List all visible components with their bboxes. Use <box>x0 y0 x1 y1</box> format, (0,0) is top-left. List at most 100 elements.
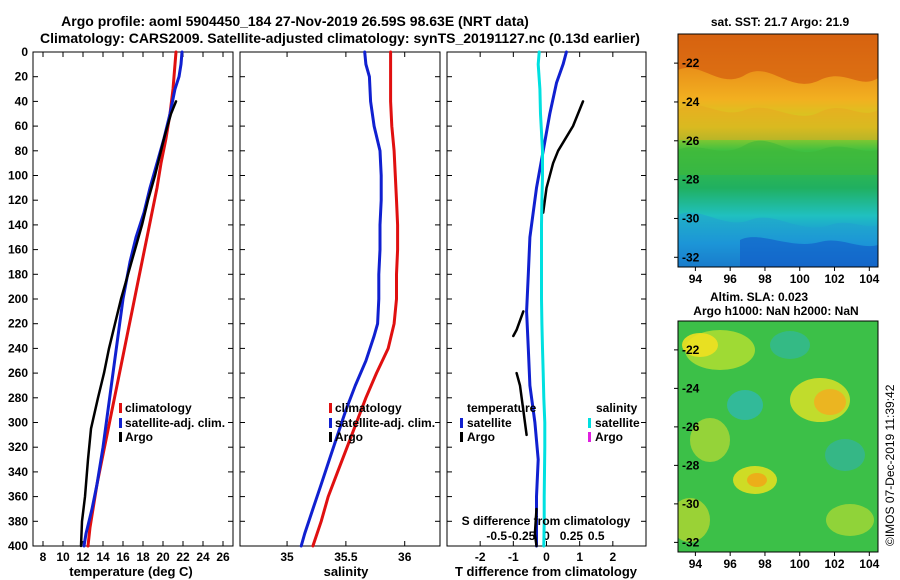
depth-tick-label: 100 <box>8 169 28 183</box>
depth-tick-label: 260 <box>8 366 28 380</box>
depth-tick-label: 360 <box>8 490 28 504</box>
legend-label-satellite: satellite-adj. clim. <box>335 416 435 430</box>
legend-label-climatology: climatology <box>335 401 402 415</box>
series-line-t-argo-segment-1- <box>541 100 585 214</box>
sla-map-subtitle: Argo h1000: NaN h2000: NaN <box>693 304 858 318</box>
watermark: ©IMOS 07-Dec-2019 11:39:42 <box>883 384 897 546</box>
x-tick-label: 12 <box>76 550 90 564</box>
map-y-tick-label: -24 <box>682 95 700 109</box>
map-y-tick-label: -26 <box>682 134 700 148</box>
depth-tick-label: 20 <box>15 70 29 84</box>
x-tick-label: 1 <box>576 550 583 564</box>
depth-tick-label: 240 <box>8 341 28 355</box>
legend-swatch-climatology <box>119 403 122 413</box>
salinity-legend: climatology satellite-adj. clim. Argo <box>329 401 435 444</box>
legend-title-temperature: temperature <box>467 401 537 415</box>
depth-tick-label: 280 <box>8 391 28 405</box>
x-tick-label: 35.5 <box>334 550 358 564</box>
depth-tick-label: 220 <box>8 317 28 331</box>
x-tick-label: 10 <box>56 550 70 564</box>
map-y-tick-label: -26 <box>682 420 700 434</box>
legend-title-salinity: salinity <box>596 401 638 415</box>
map-x-tick-label: 94 <box>689 272 703 286</box>
salinity-diff-tick-label: -0.25 <box>508 529 536 543</box>
map-x-tick-label: 98 <box>758 272 772 286</box>
legend-label-satellite: satellite-adj. clim. <box>125 416 225 430</box>
map-y-tick-label: -28 <box>682 458 700 472</box>
difference-toplabel: S difference from climatology <box>462 514 631 528</box>
x-axis-labels: 8 10 12 14 16 18 20 22 24 26 35 35.5 36 -2 -1 0 1 2-0.5 -0… <box>40 529 617 564</box>
legend-swatch-climatology <box>329 403 332 413</box>
legend-swatch-satellite <box>119 418 122 428</box>
sst-map <box>678 34 878 267</box>
x-tick-label: 24 <box>196 550 210 564</box>
x-tick-label: 8 <box>40 550 47 564</box>
map-x-tick-label: 100 <box>790 272 810 286</box>
series-line-t-argo-segment-3- <box>515 371 528 437</box>
x-tick-label: 35 <box>280 550 294 564</box>
x-tick-label: 14 <box>96 550 110 564</box>
depth-tick-label: 120 <box>8 193 28 207</box>
series-line-satellite-adj-clim- <box>299 50 383 548</box>
series-line-t-satellite <box>525 50 568 548</box>
x-tick-label: 36 <box>398 550 412 564</box>
legend-swatch-argo <box>329 432 332 442</box>
map-y-tick-label: -32 <box>682 535 700 549</box>
map-x-tick-label: 98 <box>758 557 772 571</box>
title-line1: Argo profile: aoml 5904450_184 27-Nov-20… <box>61 13 529 29</box>
depth-tick-label: 300 <box>8 416 28 430</box>
map-x-tick-label: 100 <box>790 557 810 571</box>
x-tick-label: -2 <box>475 550 486 564</box>
x-tick-label: 18 <box>136 550 150 564</box>
series-line-s-satellite <box>536 50 547 548</box>
legend-swatch-t-argo <box>460 432 463 442</box>
difference-xlabel: T difference from climatology <box>455 564 638 579</box>
series-line-t-argo-segment-4- <box>533 507 538 548</box>
depth-tick-label: 200 <box>8 292 28 306</box>
series-line-t-argo-segment-2- <box>512 310 525 338</box>
temperature-legend: climatology satellite-adj. clim. Argo <box>119 401 225 444</box>
map-y-tick-label: -22 <box>682 343 700 357</box>
axis-ticks <box>33 51 646 547</box>
sla-map-axes: 94 96 98 100 102 104 -22 -24 -26 -28 -30 -32 <box>674 343 880 571</box>
depth-tick-label: 160 <box>8 243 28 257</box>
salinity-diff-tick-label: 0.5 <box>588 529 605 543</box>
depth-tick-label: 180 <box>8 267 28 281</box>
depth-tick-label: 60 <box>15 119 29 133</box>
depth-tick-label: 320 <box>8 440 28 454</box>
map-y-tick-label: -24 <box>682 381 700 395</box>
sst-map-axes: 94 96 98 100 102 104 -22 -24 -26 -28 -30 -32 <box>674 56 880 286</box>
legend-swatch-t-satellite <box>460 418 463 428</box>
depth-tick-label: 40 <box>15 94 29 108</box>
temperature-xlabel: temperature (deg C) <box>69 564 193 579</box>
x-tick-label: 0 <box>543 550 550 564</box>
map-x-tick-label: 102 <box>825 272 845 286</box>
x-tick-label: 26 <box>216 550 230 564</box>
series-line-satellite-adj-clim- <box>82 50 184 548</box>
depth-tick-label: 140 <box>8 218 28 232</box>
sla-map-title: Altim. SLA: 0.023 <box>710 290 808 304</box>
x-tick-label: 2 <box>609 550 616 564</box>
map-y-tick-label: -28 <box>682 173 700 187</box>
title-line2: Climatology: CARS2009. Satellite-adjuste… <box>40 30 640 46</box>
salinity-diff-tick-label: 0 <box>543 529 550 543</box>
legend-label-argo: Argo <box>335 430 363 444</box>
legend-swatch-satellite <box>329 418 332 428</box>
map-x-tick-label: 104 <box>859 272 879 286</box>
series-line-climatology <box>311 50 400 548</box>
legend-label-s-satellite: satellite <box>595 416 640 430</box>
map-x-tick-label: 94 <box>689 557 703 571</box>
difference-legend: temperature satellite Argo salinity sate… <box>460 401 640 444</box>
map-y-tick-label: -30 <box>682 497 700 511</box>
depth-tick-label: 80 <box>15 144 29 158</box>
legend-swatch-s-satellite <box>588 418 591 428</box>
salinity-diff-tick-label: 0.25 <box>560 529 584 543</box>
profile-lines <box>79 50 585 548</box>
x-tick-label: 20 <box>156 550 170 564</box>
x-tick-label: 16 <box>116 550 130 564</box>
depth-tick-label: 380 <box>8 514 28 528</box>
x-tick-label: 22 <box>176 550 190 564</box>
map-x-tick-label: 102 <box>825 557 845 571</box>
legend-label-argo: Argo <box>125 430 153 444</box>
